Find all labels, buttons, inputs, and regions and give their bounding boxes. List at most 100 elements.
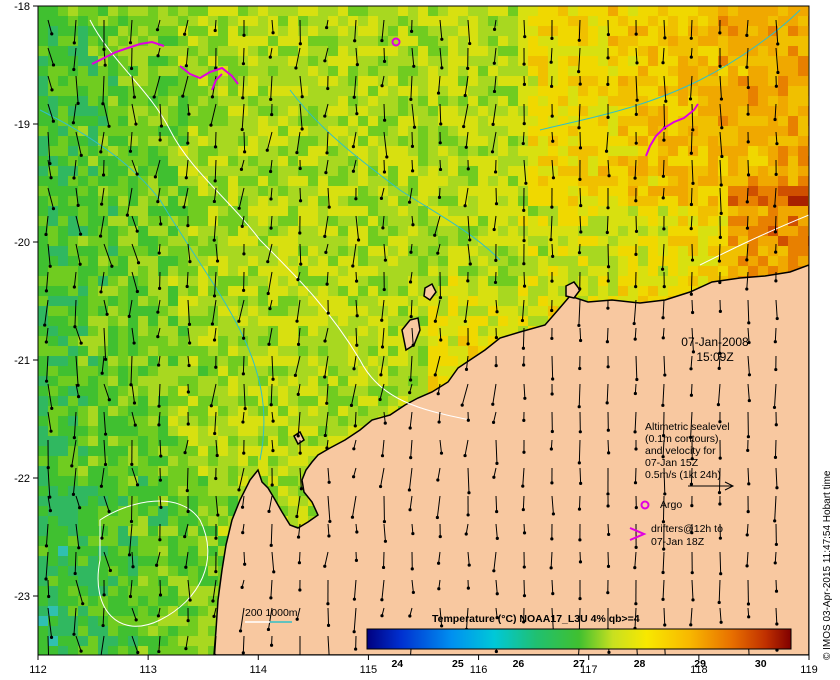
sst-cell xyxy=(78,626,89,637)
sst-cell xyxy=(58,136,69,147)
sst-cell xyxy=(638,56,649,67)
sst-cell xyxy=(48,186,59,197)
sst-cell xyxy=(368,166,379,177)
sst-cell xyxy=(88,316,99,327)
sst-cell xyxy=(808,356,809,367)
sst-cell xyxy=(268,366,279,377)
sst-cell xyxy=(498,146,509,157)
sst-cell xyxy=(68,496,79,507)
sst-cell xyxy=(358,416,369,427)
sst-cell xyxy=(468,26,479,37)
sst-cell xyxy=(68,36,79,47)
sst-cell xyxy=(128,576,139,587)
sst-cell xyxy=(178,576,189,587)
sst-cell xyxy=(588,186,599,197)
sst-cell xyxy=(118,386,129,397)
sst-cell xyxy=(398,226,409,237)
sst-cell xyxy=(228,156,239,167)
sst-cell xyxy=(478,186,489,197)
sst-cell xyxy=(688,136,699,147)
sst-cell xyxy=(258,116,269,127)
sst-cell xyxy=(578,256,589,267)
sst-cell xyxy=(318,236,329,247)
sst-cell xyxy=(438,166,449,177)
sst-cell xyxy=(478,76,489,87)
sst-cell xyxy=(208,486,219,497)
sst-cell xyxy=(248,386,259,397)
sst-cell xyxy=(118,106,129,117)
sst-cell xyxy=(558,36,569,47)
sst-cell xyxy=(808,46,809,57)
sst-cell xyxy=(238,486,249,497)
sst-cell xyxy=(808,566,809,577)
sst-cell xyxy=(398,26,409,37)
sst-cell xyxy=(38,336,49,347)
sst-cell xyxy=(188,186,199,197)
sst-cell xyxy=(158,96,169,107)
sst-cell xyxy=(318,376,329,387)
sst-cell xyxy=(298,396,309,407)
sst-cell xyxy=(128,536,139,547)
sst-cell xyxy=(128,506,139,517)
sst-cell xyxy=(378,206,389,217)
sst-cell xyxy=(428,66,439,77)
sst-cell xyxy=(228,396,239,407)
sst-cell xyxy=(298,196,309,207)
sst-cell xyxy=(428,246,439,257)
sst-cell xyxy=(348,306,359,317)
sst-cell xyxy=(98,196,109,207)
sst-cell xyxy=(758,146,769,157)
sst-cell xyxy=(48,636,59,647)
sst-cell xyxy=(158,526,169,537)
sst-cell xyxy=(648,266,659,277)
sst-cell xyxy=(188,246,199,257)
sst-cell xyxy=(318,246,329,257)
sst-cell xyxy=(138,576,149,587)
sst-cell xyxy=(188,106,199,117)
sst-cell xyxy=(308,46,319,57)
sst-cell xyxy=(318,226,329,237)
sst-cell xyxy=(298,326,309,337)
sst-cell xyxy=(378,226,389,237)
sst-cell xyxy=(758,226,769,237)
sst-cell xyxy=(328,96,339,107)
sst-cell xyxy=(558,166,569,177)
sst-cell xyxy=(758,106,769,117)
sst-cell xyxy=(768,86,779,97)
sst-cell xyxy=(658,106,669,117)
sst-cell xyxy=(178,226,189,237)
sst-cell xyxy=(198,66,209,77)
sst-cell xyxy=(38,16,49,27)
sst-cell xyxy=(578,146,589,157)
sst-cell xyxy=(418,86,429,97)
sst-cell xyxy=(648,86,659,97)
sst-cell xyxy=(68,66,79,77)
sst-cell xyxy=(358,16,369,27)
sst-cell xyxy=(598,86,609,97)
sst-cell xyxy=(138,216,149,227)
sst-cell xyxy=(418,316,429,327)
sst-cell xyxy=(378,286,389,297)
sst-cell xyxy=(558,26,569,37)
sst-cell xyxy=(278,56,289,67)
sst-cell xyxy=(58,486,69,497)
sst-cell xyxy=(168,36,179,47)
sst-cell xyxy=(278,436,289,447)
sst-cell xyxy=(38,26,49,37)
sst-cell xyxy=(528,256,539,267)
sst-cell xyxy=(128,276,139,287)
sst-cell xyxy=(498,156,509,167)
sst-cell xyxy=(518,56,529,67)
sst-cell xyxy=(98,266,109,277)
sst-cell xyxy=(808,496,809,507)
sst-cell xyxy=(338,96,349,107)
sst-cell xyxy=(338,136,349,147)
sst-cell xyxy=(558,296,569,307)
sst-cell xyxy=(438,96,449,107)
sst-cell xyxy=(728,106,739,117)
sst-cell xyxy=(658,286,669,297)
sst-cell xyxy=(768,196,779,207)
sst-cell xyxy=(108,306,119,317)
sst-cell xyxy=(738,116,749,127)
sst-cell xyxy=(318,6,329,17)
